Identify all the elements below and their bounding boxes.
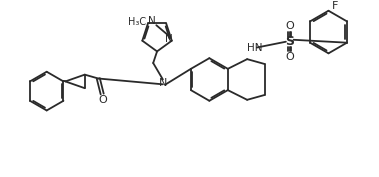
Text: O: O <box>285 52 294 62</box>
Text: O: O <box>285 21 294 31</box>
Text: F: F <box>332 1 339 11</box>
Text: H₃C: H₃C <box>128 17 147 27</box>
Text: N: N <box>148 16 156 26</box>
Text: N: N <box>165 34 173 44</box>
Text: S: S <box>285 35 294 48</box>
Text: O: O <box>99 95 108 105</box>
Text: HN: HN <box>247 42 263 53</box>
Text: N: N <box>159 78 167 88</box>
